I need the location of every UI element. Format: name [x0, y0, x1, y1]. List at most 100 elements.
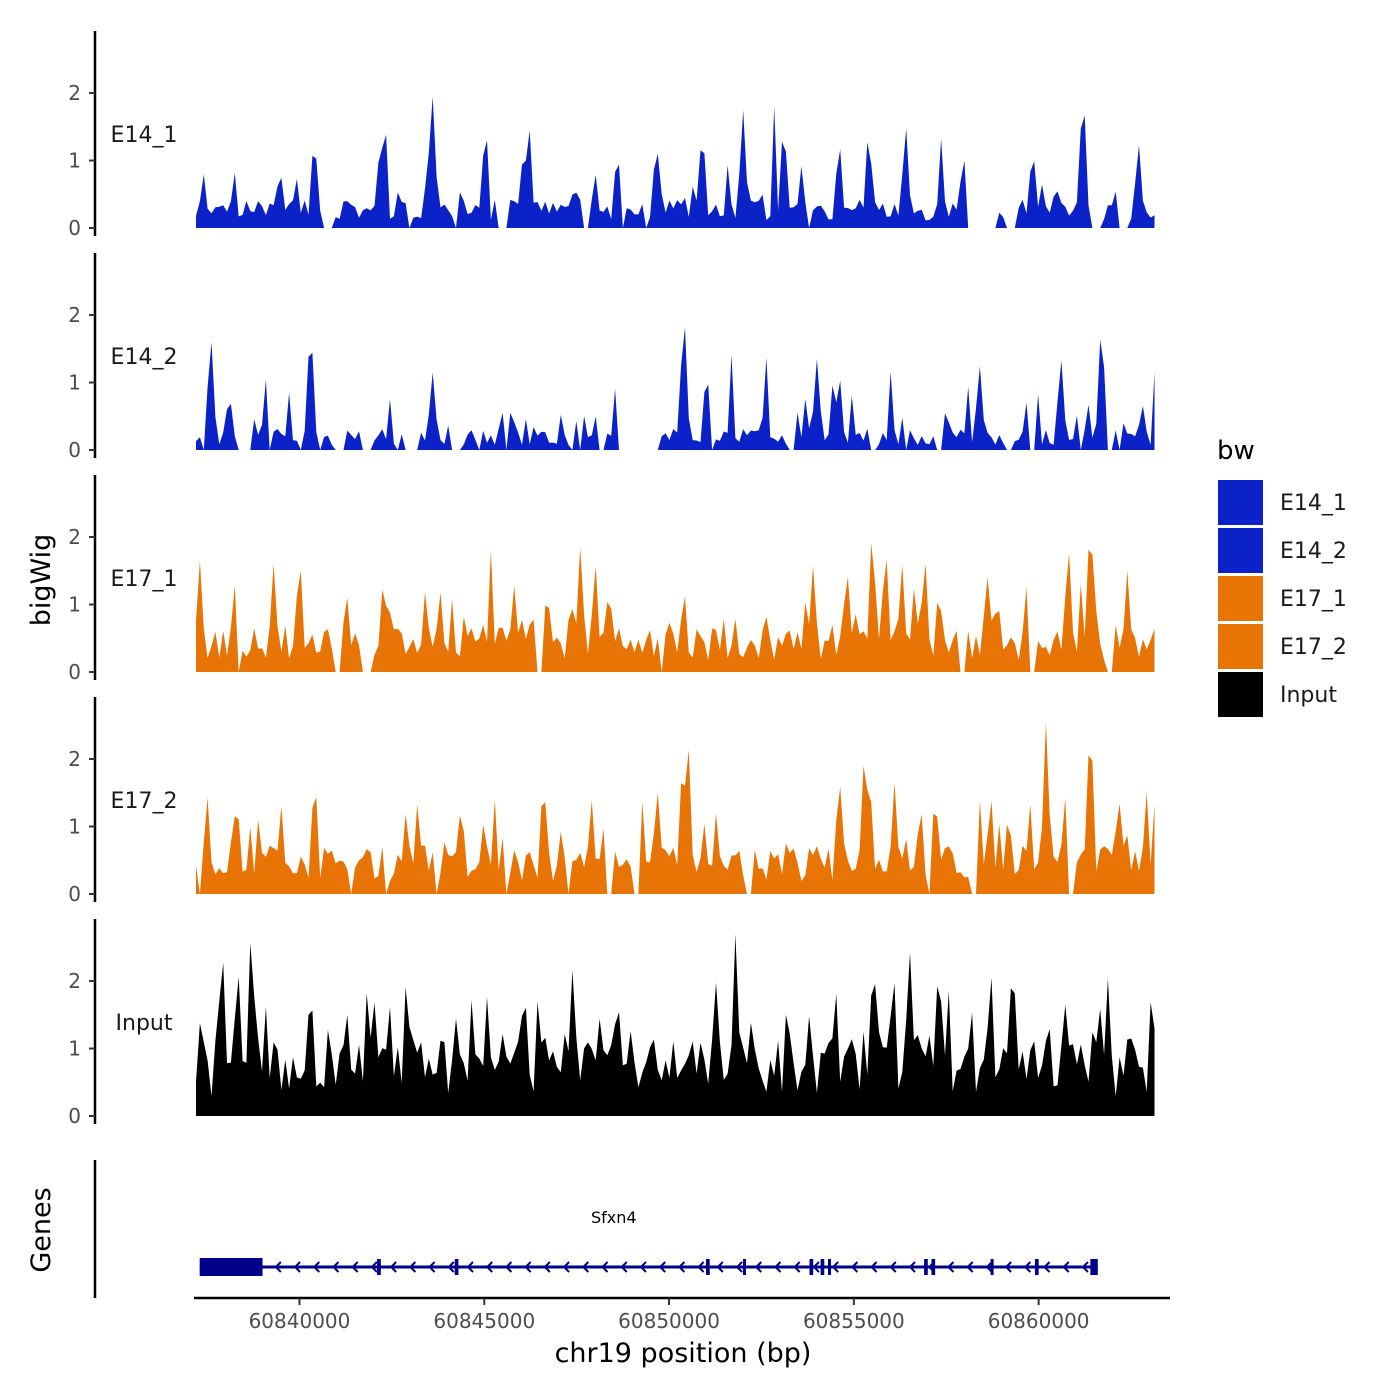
strand-arrow	[1004, 1261, 1012, 1273]
strand-arrow	[562, 1261, 570, 1273]
strand-arrow	[601, 1261, 609, 1273]
strand-arrow	[812, 1261, 820, 1273]
gene-exon	[990, 1259, 994, 1275]
x-axis-title: chr19 position (bp)	[555, 1338, 812, 1369]
legend-swatch	[1218, 528, 1263, 573]
strand-arrow	[966, 1261, 974, 1273]
coverage-area	[196, 543, 1155, 672]
legend-swatch	[1218, 672, 1263, 717]
strand-arrow	[677, 1261, 686, 1273]
legend-label: E17_1	[1280, 587, 1347, 612]
strand-arrow	[870, 1261, 878, 1273]
gene-exon	[454, 1259, 459, 1275]
y-tick-label: 1	[68, 593, 81, 617]
y-tick-label: 0	[68, 1104, 81, 1128]
coverage-area	[196, 722, 1155, 894]
gene-exon	[1090, 1259, 1098, 1275]
strand-arrow	[908, 1261, 916, 1273]
strand-arrow	[1062, 1261, 1070, 1273]
track-e17-1: 0 1 2 E17_1	[68, 475, 1155, 684]
track-label: E17_2	[111, 789, 178, 814]
y-tick-label: 2	[68, 303, 81, 327]
y-tick-label: 2	[68, 525, 81, 549]
strand-arrow	[389, 1261, 397, 1273]
strand-arrow	[697, 1261, 705, 1273]
x-tick-label: 60855000	[803, 1309, 905, 1333]
track-e17-2: 0 1 2 E17_2	[68, 697, 1155, 906]
y-tick-label: 0	[68, 660, 81, 684]
strand-arrow	[428, 1261, 436, 1273]
gene-exon	[820, 1259, 825, 1275]
track-label: E14_2	[111, 345, 178, 370]
strand-arrow	[408, 1261, 417, 1273]
strand-arrow	[1043, 1261, 1051, 1273]
y-tick-label: 0	[68, 882, 81, 906]
track-label: Input	[116, 1011, 173, 1036]
legend-swatch	[1218, 576, 1263, 621]
legend-swatch	[1218, 624, 1263, 669]
strand-arrow	[505, 1261, 513, 1273]
strand-arrow	[985, 1261, 993, 1273]
strand-arrow	[850, 1261, 859, 1273]
x-tick-label: 60850000	[618, 1309, 720, 1333]
strand-arrow	[754, 1261, 762, 1273]
legend-entry-e17-1: E17_1	[1218, 576, 1347, 621]
legend-label: E17_2	[1280, 635, 1347, 660]
track-e14-2: 0 1 2 E14_2	[68, 253, 1155, 462]
gene-exon	[377, 1259, 381, 1275]
x-tick-label: 60860000	[988, 1309, 1090, 1333]
strand-arrow	[1081, 1261, 1089, 1273]
strand-arrow	[658, 1261, 666, 1273]
x-axis: 60840000 60845000 60850000 60855000 60860000	[194, 1296, 1170, 1333]
gene-exon	[199, 1258, 263, 1276]
strand-arrow	[332, 1261, 340, 1273]
strand-arrow	[485, 1261, 493, 1273]
strand-arrow	[447, 1261, 455, 1273]
y-tick-label: 0	[68, 216, 81, 240]
gene-exon	[931, 1259, 936, 1275]
strand-arrow	[1023, 1261, 1032, 1273]
gene-exon	[827, 1259, 831, 1275]
coverage-tracks: 0 1 2 E14_1 0 1 2 E14_2 0 1 2 E17_1 0 1 2 E17_2 0 1 2 Input	[68, 31, 1155, 1128]
y-tick-label: 2	[68, 81, 81, 105]
strand-arrow	[293, 1261, 301, 1273]
gene-exon	[809, 1259, 814, 1275]
track-input: 0 1 2 Input	[68, 919, 1155, 1128]
strand-arrow	[620, 1261, 628, 1273]
track-e14-1: 0 1 2 E14_1	[68, 31, 1155, 240]
y-tick-label: 1	[68, 1037, 81, 1061]
strand-arrow	[466, 1261, 474, 1273]
strand-arrow	[312, 1261, 320, 1273]
strand-arrow	[793, 1261, 801, 1273]
coverage-area	[196, 934, 1155, 1116]
y-tick-label: 2	[68, 747, 81, 771]
strand-arrow	[947, 1261, 955, 1273]
legend: bw E14_1 E14_2 E17_1 E17_2 Input	[1217, 436, 1347, 717]
strand-arrow	[543, 1261, 551, 1273]
track-label: E14_1	[111, 123, 178, 148]
legend-entry-e14-1: E14_1	[1218, 480, 1347, 525]
strand-arrow	[639, 1261, 647, 1273]
legend-title: bw	[1217, 436, 1255, 466]
y-tick-label: 2	[68, 969, 81, 993]
gene-exon	[742, 1259, 746, 1275]
genes-axis-title: Genes	[26, 1187, 57, 1272]
strand-arrow	[889, 1261, 897, 1273]
strand-arrow	[274, 1261, 282, 1273]
gene-sfxn4: Sfxn4	[199, 1208, 1098, 1276]
strand-arrow	[831, 1261, 839, 1273]
y-tick-label: 1	[68, 149, 81, 173]
x-tick-label: 60840000	[249, 1309, 351, 1333]
gene-track: Sfxn4	[93, 1160, 1098, 1298]
legend-swatch	[1218, 480, 1263, 525]
legend-label: E14_2	[1280, 539, 1347, 564]
coverage-area	[196, 96, 1155, 228]
strand-arrow	[370, 1261, 378, 1273]
strand-arrow	[735, 1261, 743, 1273]
track-label: E17_1	[111, 567, 178, 592]
legend-entry-input: Input	[1218, 672, 1337, 717]
strand-arrow	[716, 1261, 724, 1273]
y-tick-label: 0	[68, 438, 81, 462]
y-tick-label: 1	[68, 815, 81, 839]
